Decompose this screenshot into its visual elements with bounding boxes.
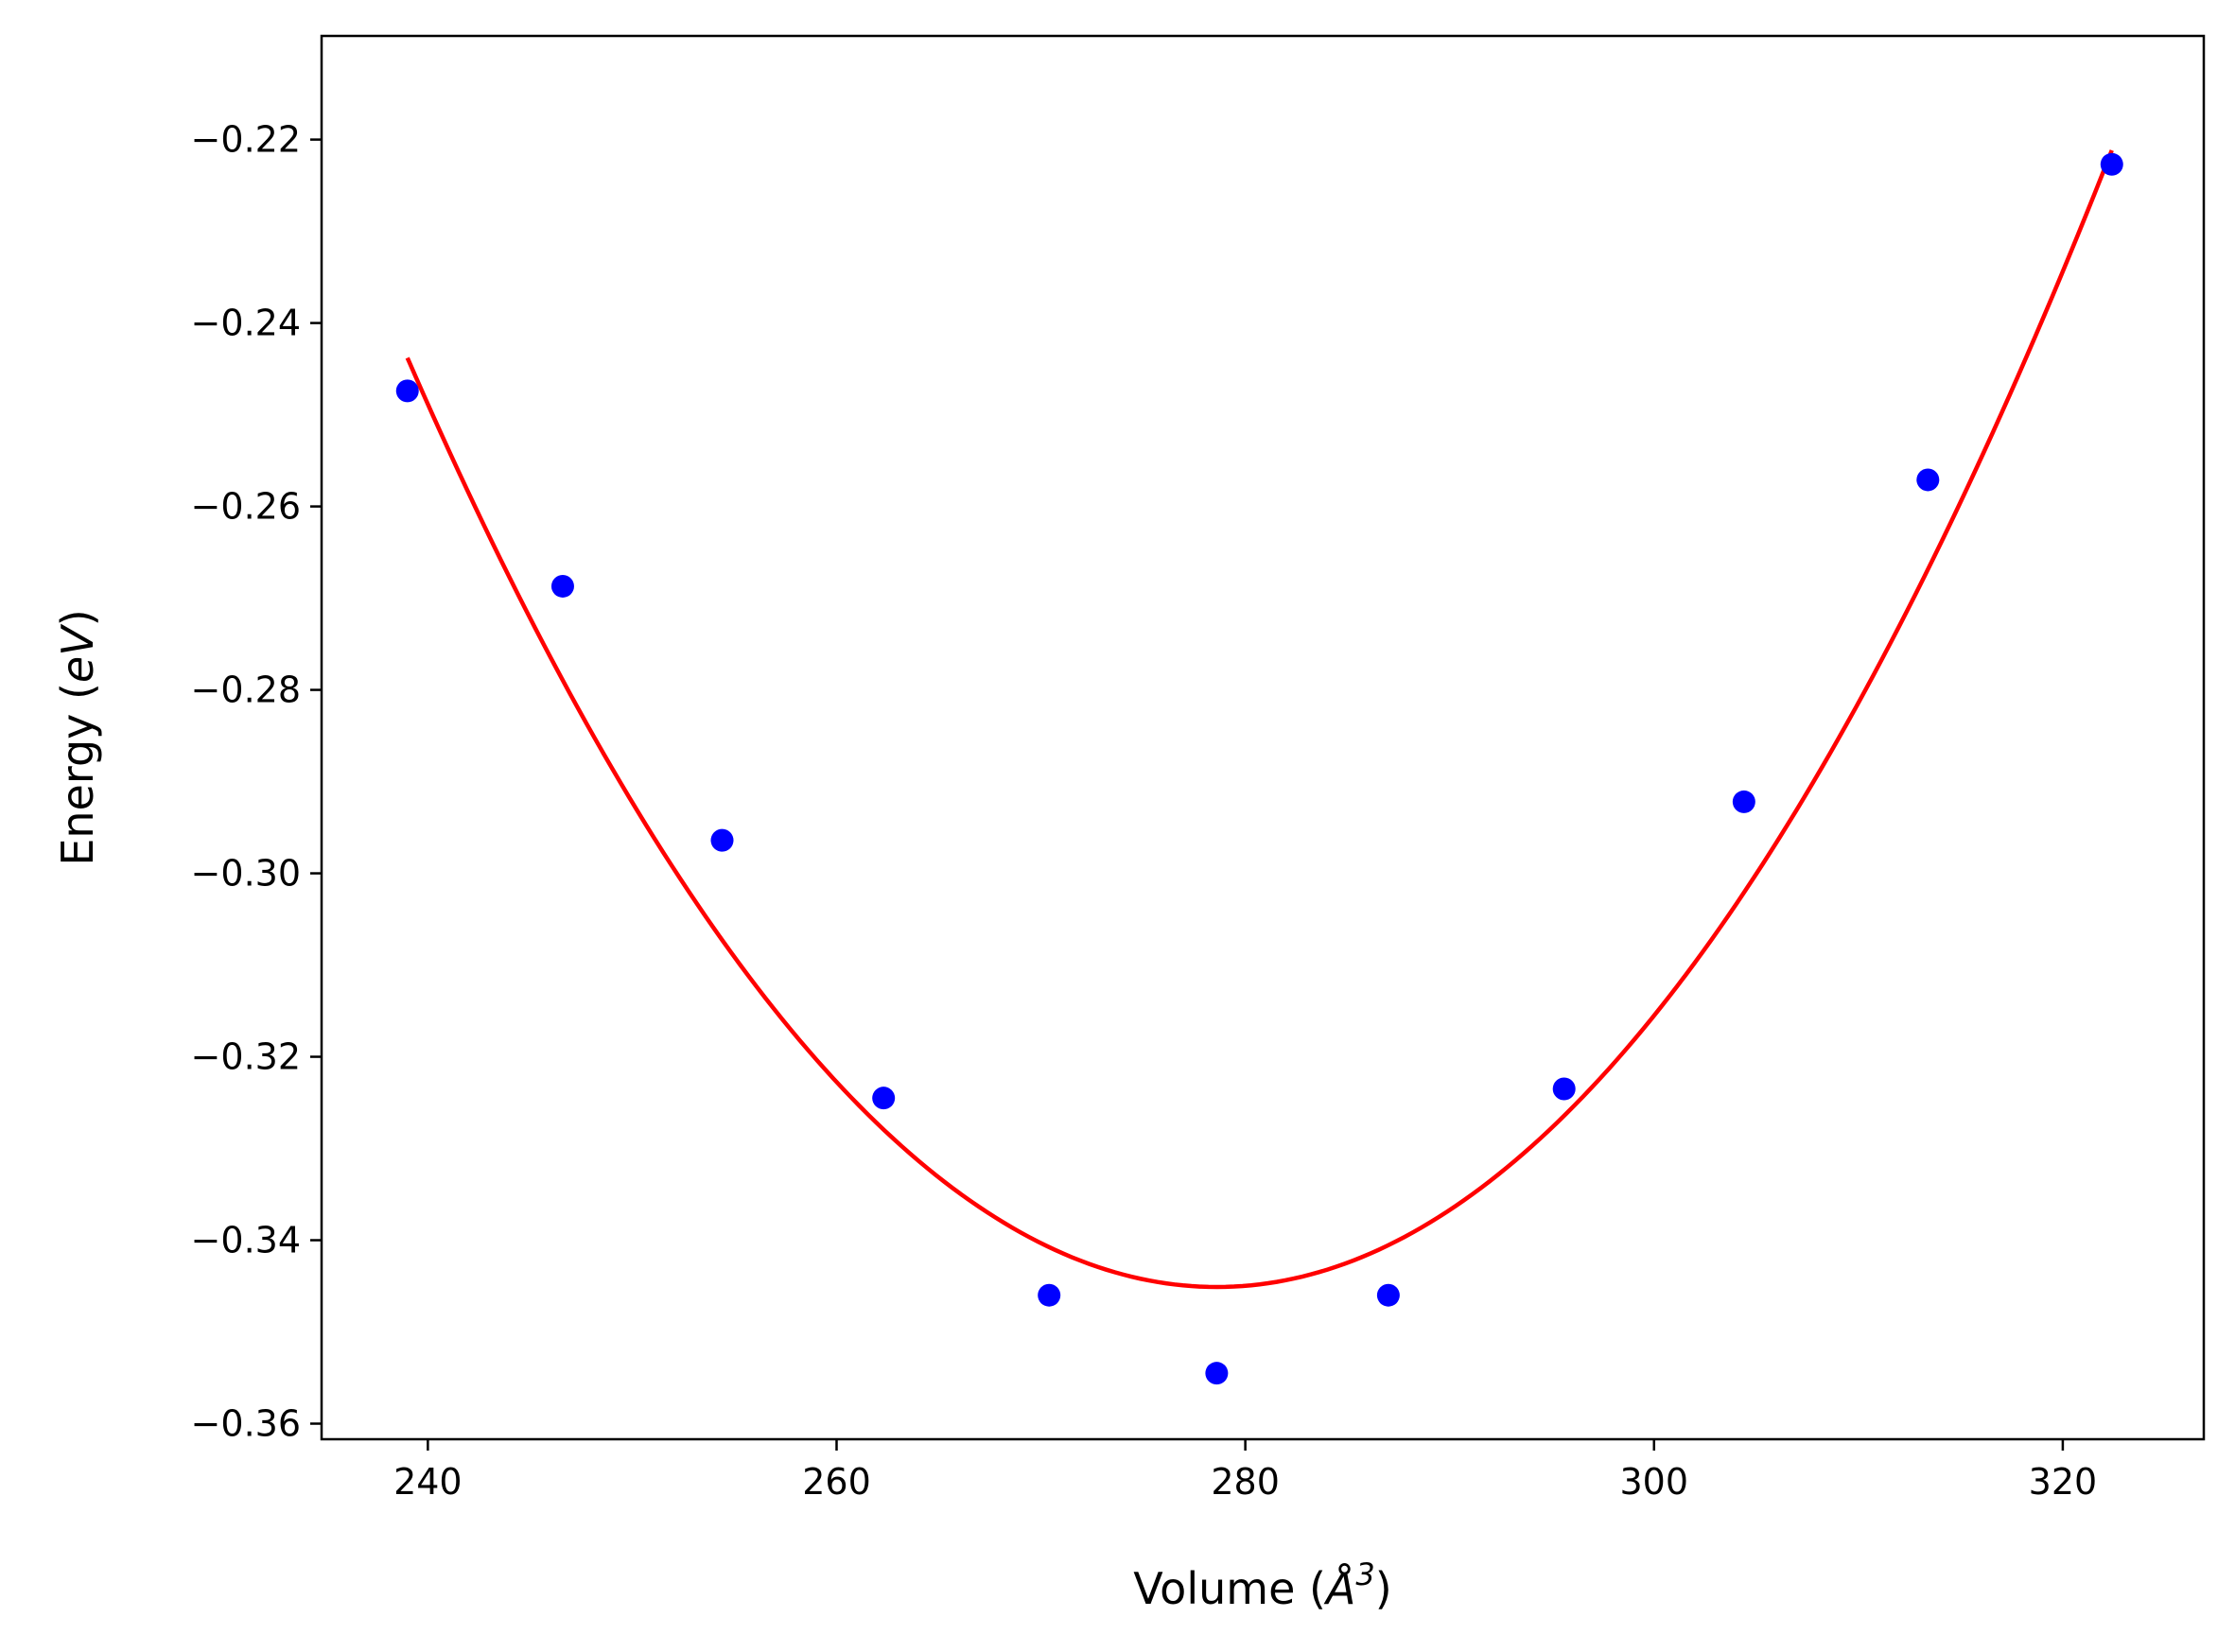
x-tick-label: 280	[1211, 1461, 1280, 1503]
y-tick-label: −0.32	[191, 1036, 301, 1078]
x-axis-label-suffix: )	[1375, 1563, 1392, 1614]
axes-frame	[320, 34, 2206, 1441]
y-axis-label-prefix: Energy (	[52, 683, 103, 866]
y-axis-label-suffix: )	[52, 609, 103, 626]
plot-area	[395, 149, 2123, 1385]
y-axis-label: Energy (eV)	[52, 609, 103, 865]
y-axis: −0.22 −0.24 −0.26 −0.28 −0.30 −0.32 −0.34 −0.36	[191, 119, 322, 1445]
y-tick-label: −0.30	[191, 853, 301, 895]
y-axis-label-unit: eV	[52, 623, 103, 683]
y-tick-label: −0.24	[191, 303, 301, 344]
data-point	[1376, 1283, 1400, 1307]
y-tick-label: −0.34	[191, 1220, 301, 1261]
y-tick-label: −0.22	[191, 119, 301, 161]
fit-curve	[405, 149, 2114, 1290]
y-tick-label: −0.36	[191, 1403, 301, 1445]
data-point	[1205, 1362, 1229, 1385]
x-tick-label: 260	[802, 1461, 871, 1503]
data-point	[710, 828, 734, 852]
x-axis-label-unit: Å	[1323, 1563, 1355, 1614]
x-tick-label: 300	[1620, 1461, 1689, 1503]
y-tick-label: −0.28	[191, 669, 301, 711]
data-point	[1916, 468, 1940, 492]
data-point	[872, 1087, 896, 1110]
y-tick-label: −0.26	[191, 486, 301, 528]
data-point	[1552, 1077, 1576, 1101]
x-tick-label: 240	[393, 1461, 463, 1503]
data-point	[2100, 152, 2123, 176]
data-point	[1038, 1283, 1061, 1307]
x-axis-label: Volume (Å3)	[1133, 1556, 1391, 1614]
x-axis-label-exponent: 3	[1355, 1556, 1374, 1592]
x-axis: 240 260 280 300 320	[393, 1439, 2097, 1503]
x-tick-label: 320	[2029, 1461, 2098, 1503]
data-point	[1732, 790, 1755, 813]
data-point	[395, 379, 419, 403]
data-point	[550, 574, 574, 598]
x-axis-label-prefix: Volume (	[1133, 1563, 1326, 1614]
